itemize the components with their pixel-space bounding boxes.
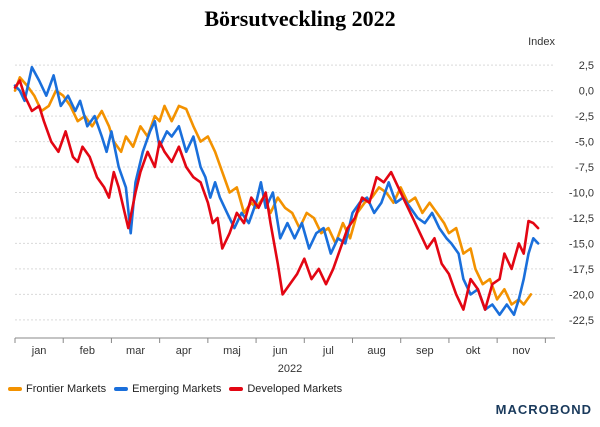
series-lines (13, 65, 540, 316)
legend-label: Developed Markets (247, 383, 343, 395)
x-tick-label: sep (416, 345, 434, 357)
x-tick-label: jul (322, 345, 334, 357)
y-tick-label: -7,5 (575, 162, 594, 174)
legend-item: Emerging Markets (114, 383, 221, 395)
y-tick-label: -20,0 (569, 289, 594, 301)
legend-swatch (8, 387, 22, 391)
y-tick-label: 0,0 (579, 86, 594, 98)
x-tick-label: maj (223, 345, 241, 357)
line-chart: jan feb mar apr maj jun jul aug sep okt nov 2,5 0,0… (13, 36, 594, 375)
chart-title: Börsutveckling 2022 (204, 6, 396, 31)
x-tick-label: okt (466, 345, 481, 357)
legend-swatch (114, 387, 129, 391)
y-tick-label: 2,5 (579, 60, 594, 72)
y-tick-label: -15,0 (569, 238, 594, 250)
x-tick-label: apr (176, 345, 192, 357)
legend-label: Frontier Markets (26, 383, 107, 395)
y-tick-label: -22,5 (569, 315, 594, 327)
y-tick-label: -17,5 (569, 264, 594, 276)
legend-label: Emerging Markets (132, 383, 222, 395)
series-line-frontier-markets (13, 76, 533, 306)
y-axis: 2,5 0,0 -2,5 -5,0 -7,5 -10,0 -12,5 -15,0 -17,5 -2… (569, 60, 594, 327)
legend-item: Developed Markets (229, 383, 342, 395)
y-tick-label: -2,5 (575, 111, 594, 123)
x-tick-label: nov (512, 345, 530, 357)
y-tick-label: -5,0 (575, 137, 594, 149)
series-line-emerging-markets (13, 65, 540, 316)
x-tick-label: aug (367, 345, 385, 357)
x-axis: jan feb mar apr maj jun jul aug sep okt nov (14, 337, 555, 357)
x-tick-label: jan (31, 345, 47, 357)
y-tick-label: -12,5 (569, 213, 594, 225)
y-axis-label: Index (528, 36, 555, 48)
series-line-developed-markets (13, 79, 540, 311)
legend: Frontier Markets Emerging Markets Develope… (8, 383, 342, 395)
x-tick-label: mar (126, 345, 145, 357)
macrobond-logo: MACROBOND (495, 402, 592, 417)
x-tick-label: jun (272, 345, 288, 357)
legend-swatch (229, 387, 244, 391)
x-tick-label: feb (80, 345, 95, 357)
legend-item: Frontier Markets (8, 383, 106, 395)
y-tick-label: -10,0 (569, 188, 594, 200)
x-axis-year-label: 2022 (278, 363, 302, 375)
